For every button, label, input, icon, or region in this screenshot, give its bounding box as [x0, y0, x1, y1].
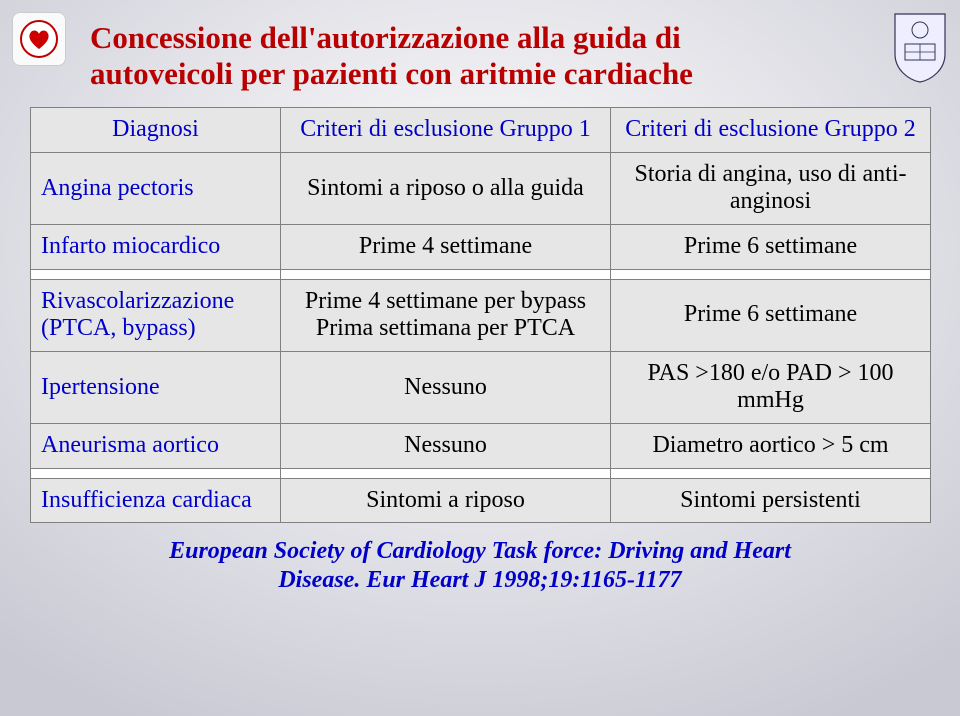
spacer-cell: [611, 269, 931, 279]
col-header-group2: Criteri di esclusione Gruppo 2: [611, 108, 931, 153]
title-line-2: autoveicoli per pazienti con aritmie car…: [90, 56, 693, 91]
cell-group1: Nessuno: [281, 351, 611, 423]
table-row: IpertensioneNessunoPAS >180 e/o PAD > 10…: [31, 351, 931, 423]
cell-diagnosis: Insufficienza cardiaca: [31, 478, 281, 523]
criteria-table: DiagnosiCriteri di esclusione Gruppo 1Cr…: [30, 107, 931, 523]
table-row: Angina pectorisSintomi a riposo o alla g…: [31, 152, 931, 224]
spacer-cell: [611, 468, 931, 478]
table-row: Rivascolarizzazione (PTCA, bypass)Prime …: [31, 279, 931, 351]
cell-group2: Storia di angina, uso di anti-anginosi: [611, 152, 931, 224]
cell-group1: Nessuno: [281, 424, 611, 469]
cell-group2: Prime 6 settimane: [611, 279, 931, 351]
col-header-group1: Criteri di esclusione Gruppo 1: [281, 108, 611, 153]
slide-title: Concessione dell'autorizzazione alla gui…: [90, 20, 870, 91]
cell-group1: Sintomi a riposo: [281, 478, 611, 523]
table-row: Infarto miocardicoPrime 4 settimanePrime…: [31, 225, 931, 270]
cell-group1: Prime 4 settimane per bypass Prima setti…: [281, 279, 611, 351]
cell-group2: Prime 6 settimane: [611, 225, 931, 270]
title-line-1: Concessione dell'autorizzazione alla gui…: [90, 20, 681, 55]
spacer-cell: [281, 269, 611, 279]
cell-group1: Prime 4 settimane: [281, 225, 611, 270]
criteria-table-wrap: DiagnosiCriteri di esclusione Gruppo 1Cr…: [30, 107, 930, 523]
heart-logo-icon: [12, 12, 66, 66]
cell-diagnosis: Aneurisma aortico: [31, 424, 281, 469]
cell-diagnosis: Ipertensione: [31, 351, 281, 423]
cell-diagnosis: Infarto miocardico: [31, 225, 281, 270]
cell-diagnosis: Angina pectoris: [31, 152, 281, 224]
spacer-cell: [281, 468, 611, 478]
cell-diagnosis: Rivascolarizzazione (PTCA, bypass): [31, 279, 281, 351]
table-spacer-row: [31, 468, 931, 478]
cell-group2: Sintomi persistenti: [611, 478, 931, 523]
cell-group1: Sintomi a riposo o alla guida: [281, 152, 611, 224]
table-spacer-row: [31, 269, 931, 279]
slide: Concessione dell'autorizzazione alla gui…: [0, 0, 960, 716]
cell-group2: Diametro aortico > 5 cm: [611, 424, 931, 469]
citation-line-2: Disease. Eur Heart J 1998;19:1165-1177: [278, 567, 681, 593]
table-header-row: DiagnosiCriteri di esclusione Gruppo 1Cr…: [31, 108, 931, 153]
spacer-cell: [31, 269, 281, 279]
spacer-cell: [31, 468, 281, 478]
col-header-diagnosis: Diagnosi: [31, 108, 281, 153]
table-row: Aneurisma aorticoNessunoDiametro aortico…: [31, 424, 931, 469]
citation-line-1: European Society of Cardiology Task forc…: [169, 538, 791, 564]
citation: European Society of Cardiology Task forc…: [30, 537, 930, 595]
table-row: Insufficienza cardiacaSintomi a riposoSi…: [31, 478, 931, 523]
cell-group2: PAS >180 e/o PAD > 100 mmHg: [611, 351, 931, 423]
crest-logo-icon: [890, 8, 950, 86]
